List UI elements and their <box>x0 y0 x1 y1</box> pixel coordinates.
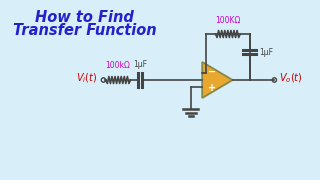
Text: 100KΩ: 100KΩ <box>215 16 241 25</box>
Text: How to Find: How to Find <box>35 10 134 24</box>
Text: Transfer Function: Transfer Function <box>12 22 156 37</box>
Text: $V_i(t)$: $V_i(t)$ <box>76 71 98 85</box>
Text: 1μF: 1μF <box>259 48 273 57</box>
Text: 1μF: 1μF <box>133 60 147 69</box>
Polygon shape <box>202 62 233 98</box>
Text: $V_o(t)$: $V_o(t)$ <box>279 71 303 85</box>
Text: 100kΩ: 100kΩ <box>106 61 131 70</box>
Text: −: − <box>208 67 216 77</box>
Text: +: + <box>208 83 216 93</box>
